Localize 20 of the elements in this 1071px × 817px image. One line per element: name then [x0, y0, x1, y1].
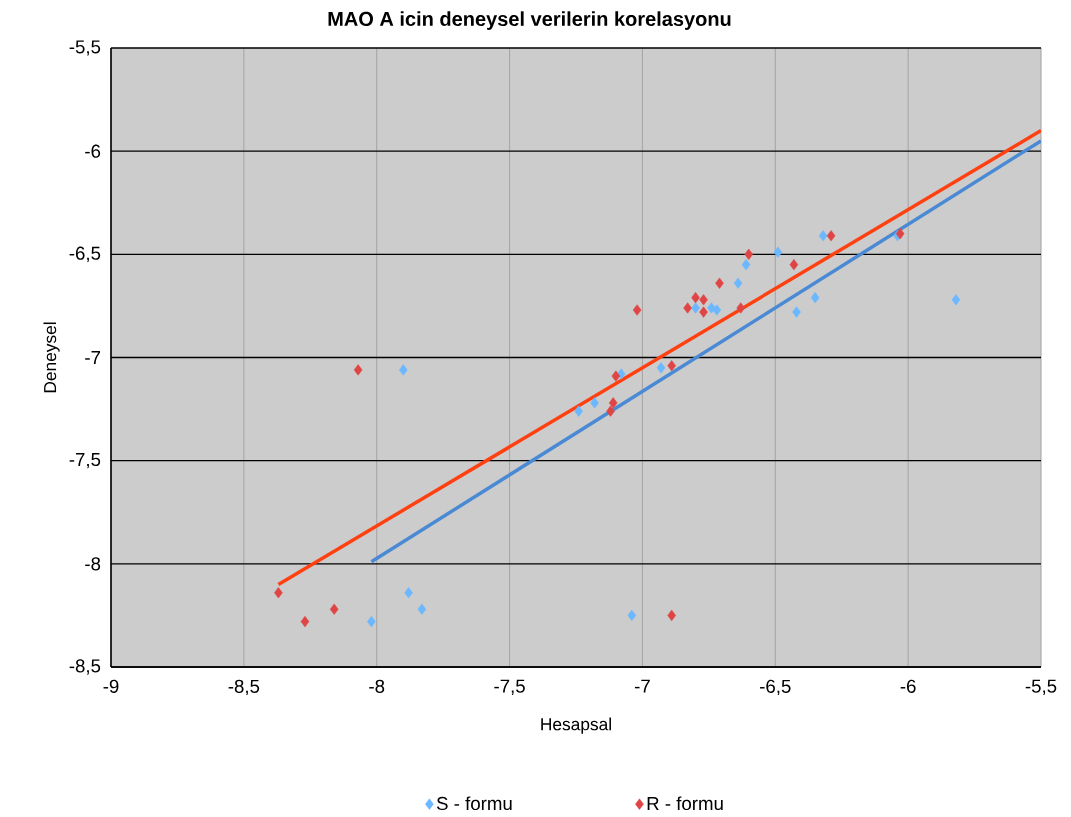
x-tick-label: -8,5 [228, 679, 260, 696]
chart-title: MAO A icin deneysel verilerin korelasyonu [328, 11, 731, 30]
x-tick-label: -7 [634, 679, 650, 693]
x-tick-label: -7,5 [494, 679, 525, 695]
x-tick-label: -8 [369, 679, 385, 693]
x-tick-label: -6 [900, 679, 916, 693]
x-axis-title: Hesapsal [541, 717, 611, 734]
legend-label: R - formu [647, 796, 723, 810]
y-tick-label: -6,5 [69, 246, 101, 262]
x-tick-label: -9 [103, 679, 119, 693]
y-tick-label: -7,5 [69, 452, 101, 469]
x-tick-label: -5,5 [1025, 679, 1057, 695]
y-tick-label: -5,5 [69, 40, 101, 56]
legend-label: S - formu [436, 796, 512, 810]
y-tick-label: -8 [85, 557, 101, 571]
y-tick-label: -7 [85, 350, 101, 364]
y-axis-title: Deneysel [43, 322, 60, 393]
y-tick-label: -8,5 [69, 659, 101, 675]
x-tick-label: -6,5 [760, 679, 791, 696]
y-tick-label: -6 [85, 144, 101, 158]
